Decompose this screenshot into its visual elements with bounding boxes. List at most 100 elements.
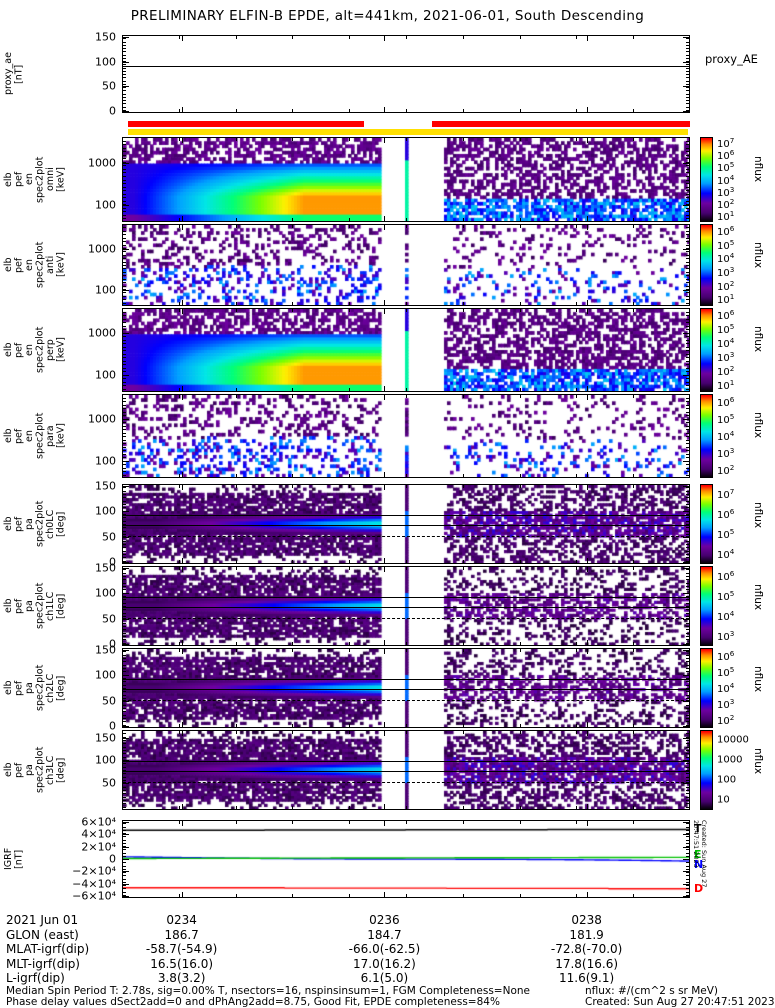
xtick-major [384,648,386,654]
ytick-minor [122,833,126,834]
ytick-minor [686,599,690,601]
ytick-minor [122,214,126,216]
ytick-minor [122,404,126,406]
cbtick-en-perp-1: 105 [717,321,735,337]
cbtick-en-para-4: 102 [717,462,735,477]
ytick-minor [686,544,690,545]
ytick-minor [122,678,126,679]
xtick-minor [292,308,294,312]
ytick-igrf-3: 0 [109,852,116,866]
xtick-minor [235,218,237,222]
xtick-minor [633,388,635,392]
xtick-major [181,722,183,728]
lc-line-1 [123,689,689,690]
ytick-mark [122,593,129,595]
xtick-minor [292,302,294,306]
ytick-minor [686,346,690,348]
ytick-minor [686,849,690,851]
xtick-minor [633,724,635,728]
xtick-major [586,484,588,490]
colorbar-pa-ch1lc [700,566,713,646]
xtick-minor [292,137,294,141]
cbar-label-en-anti: nflux [752,242,764,269]
ytick-minor [686,322,690,323]
ytick-minor [122,626,126,627]
ytick-minor [686,282,690,284]
ytick-minor [686,385,690,386]
footer-line2: Phase delay values dSect2add=0 and dPhAn… [6,996,500,1008]
ytick-minor [686,500,690,502]
xtick-major [586,558,588,564]
xtick-minor [349,35,351,39]
ytick-minor [686,619,690,621]
ytick-minor [122,161,126,163]
ytick-minor [686,227,690,229]
ytick-minor [686,786,690,788]
ytick-minor [686,57,690,59]
ytick-minor [686,651,690,653]
ytick-minor [686,64,690,66]
ytick-minor [686,193,690,195]
xtick-minor [462,218,464,222]
ytick-minor [686,537,690,539]
xtick-minor [292,474,294,478]
ytick-minor [122,302,126,304]
ytick-proxy-ae-0: 150 [95,30,116,44]
ytick-minor [686,411,690,413]
panel-en-anti [122,224,690,306]
ytick-minor [686,61,690,62]
xtick-minor [576,109,578,113]
ylabel-proxy-ae: proxy_ae [nT] [3,52,25,96]
status-bar-red [431,121,690,127]
xtick-minor [576,642,578,646]
ylabel-pa-ch1lc: elb pef pa spec2plot ch1LC [deg] [3,582,67,630]
ytick-mark [683,61,690,63]
ytick-minor [686,572,690,574]
xtick-minor [633,137,635,141]
ytick-minor [122,654,126,656]
ytick-minor [686,671,690,673]
ytick-minor [122,530,126,532]
ytick-minor [122,740,126,741]
ytick-minor [686,527,690,529]
ytick-minor [686,698,690,699]
ytick-minor [122,527,126,529]
xtick-minor [519,109,521,113]
xtick-minor [292,724,294,728]
xtick-minor [462,820,464,824]
ytick-minor [122,179,126,181]
ytick-minor [122,599,126,601]
status-bar-red [128,121,364,127]
xtick-minor [576,730,578,734]
ytick-minor [686,766,690,768]
ytick-mark [683,834,690,836]
ytick-minor [122,629,126,631]
ytick-minor [686,41,690,43]
panel-en-omni [122,137,690,222]
ytick-mark [683,726,690,727]
ytick-minor [122,261,126,263]
ytick-minor [686,172,690,174]
ytick-minor [122,592,126,594]
xtick-major [384,394,386,400]
ytick-minor [686,83,690,85]
cbtick-en-para-3: 103 [717,445,735,460]
xtick-major [181,216,183,222]
ytick-minor [686,436,690,437]
ytick-minor [122,339,126,341]
ytick-minor [686,80,690,82]
ytick-minor [122,776,126,778]
ytick-minor [122,96,126,98]
spectrogram-canvas-pa-ch0lc [123,485,689,563]
ytick-mark [683,86,690,88]
ytick-minor [686,425,690,427]
lc-line-1 [123,607,689,608]
ytick-minor [122,698,126,699]
ytick-minor [686,357,690,358]
ylabel-en-omni: elb pef en spec2plot omni [keV] [3,156,67,203]
ytick-minor [122,401,126,402]
ytick-minor [686,833,690,834]
ylabel-pa-ch3lc: elb pef pa spec2plot ch3LC [deg] [3,746,67,794]
xtick-major [384,300,386,306]
ytick-minor [686,288,690,290]
